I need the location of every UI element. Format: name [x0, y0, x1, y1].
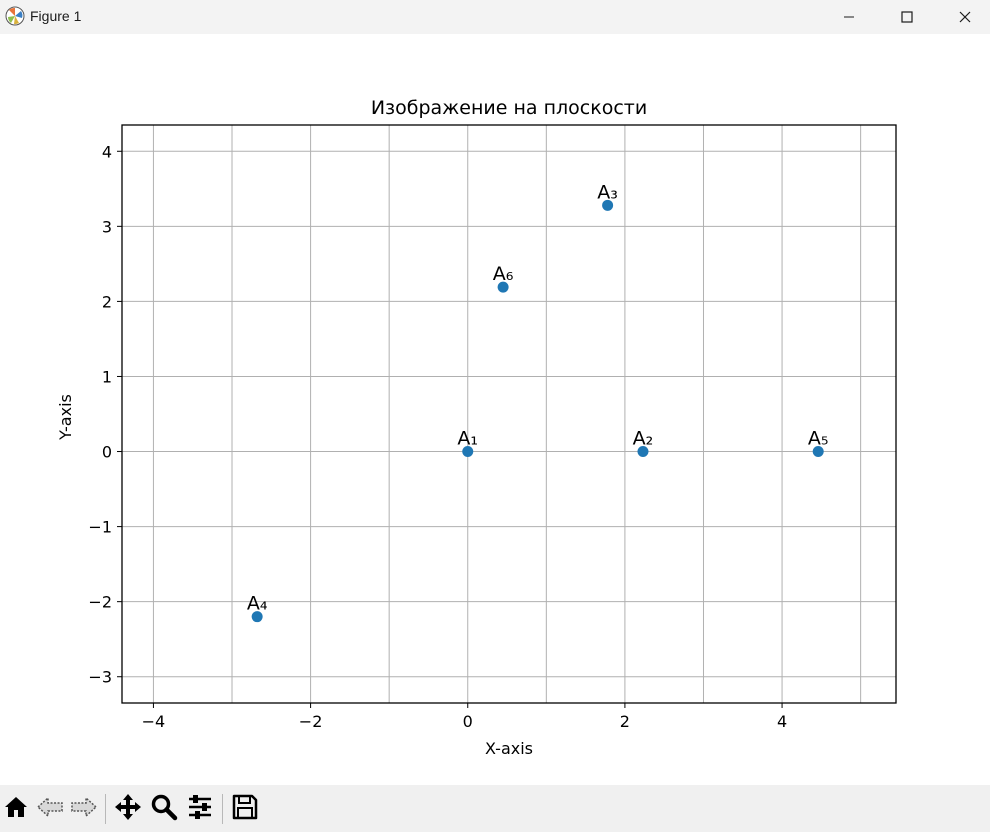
- point-label: A₂: [633, 428, 654, 450]
- x-tick-label: −4: [142, 712, 166, 731]
- grid: [122, 125, 896, 703]
- axis-ticks: −4 −2 0 2 4 −3 −2 −1 0 1 2 3 4: [88, 142, 787, 731]
- x-tick-label: 0: [463, 712, 473, 731]
- maximize-icon: [901, 11, 913, 23]
- magnifier-icon: [150, 793, 178, 825]
- arrow-left-icon: [36, 794, 64, 824]
- y-tick-label: 2: [102, 292, 112, 311]
- pan-button[interactable]: [112, 793, 144, 825]
- point-label: A₄: [247, 593, 268, 615]
- zoom-button[interactable]: [148, 793, 180, 825]
- data-points: A₁ A₂ A₃ A₄ A₅ A₆: [247, 181, 829, 623]
- y-tick-label: 4: [102, 142, 112, 161]
- y-tick-label: −3: [88, 668, 112, 687]
- sliders-icon: [186, 793, 214, 825]
- data-point: [812, 446, 824, 458]
- arrow-right-icon: [70, 794, 98, 824]
- close-button[interactable]: [936, 0, 990, 34]
- minimize-button[interactable]: [820, 0, 878, 34]
- configure-subplots-button[interactable]: [184, 793, 216, 825]
- y-tick-label: −2: [88, 593, 112, 612]
- move-icon: [114, 793, 142, 825]
- floppy-disk-icon: [231, 793, 259, 825]
- y-tick-label: 3: [102, 217, 112, 236]
- data-point: [637, 446, 649, 458]
- x-tick-label: 2: [620, 712, 630, 731]
- close-icon: [959, 11, 971, 23]
- scatter-chart: Изображение на плоскости −4 −2 0 2 4 −3 −2 −1 0 1…: [56, 97, 897, 758]
- y-tick-label: 0: [102, 443, 112, 462]
- data-point: [497, 281, 509, 293]
- forward-button[interactable]: [68, 793, 100, 825]
- x-tick-label: −2: [299, 712, 323, 731]
- window-title: Figure 1: [30, 8, 82, 24]
- minimize-icon: [843, 11, 855, 23]
- x-tick-label: 4: [777, 712, 787, 731]
- home-button[interactable]: [0, 793, 32, 825]
- data-point: [251, 611, 263, 623]
- back-button[interactable]: [34, 793, 66, 825]
- data-point: [602, 199, 614, 211]
- window-titlebar: Figure 1: [0, 0, 990, 34]
- point-label: A₅: [808, 428, 829, 450]
- navigation-toolbar: [0, 785, 990, 832]
- y-tick-label: −1: [88, 518, 112, 537]
- chart-title: Изображение на плоскости: [371, 97, 647, 119]
- save-button[interactable]: [229, 793, 261, 825]
- point-label: A₃: [597, 181, 618, 203]
- toolbar-separator: [105, 794, 106, 824]
- point-label: A₁: [457, 428, 478, 450]
- figure-canvas[interactable]: Изображение на плоскости −4 −2 0 2 4 −3 −2 −1 0 1…: [0, 34, 990, 785]
- x-axis-label: X-axis: [485, 739, 533, 758]
- y-tick-label: 1: [102, 367, 112, 386]
- home-icon: [3, 794, 29, 824]
- matplotlib-app-icon: [5, 6, 25, 26]
- point-label: A₆: [493, 263, 514, 285]
- axes-frame: [121, 124, 897, 704]
- toolbar-separator: [222, 794, 223, 824]
- y-axis-label: Y-axis: [56, 394, 75, 441]
- data-point: [462, 446, 474, 458]
- maximize-button[interactable]: [878, 0, 936, 34]
